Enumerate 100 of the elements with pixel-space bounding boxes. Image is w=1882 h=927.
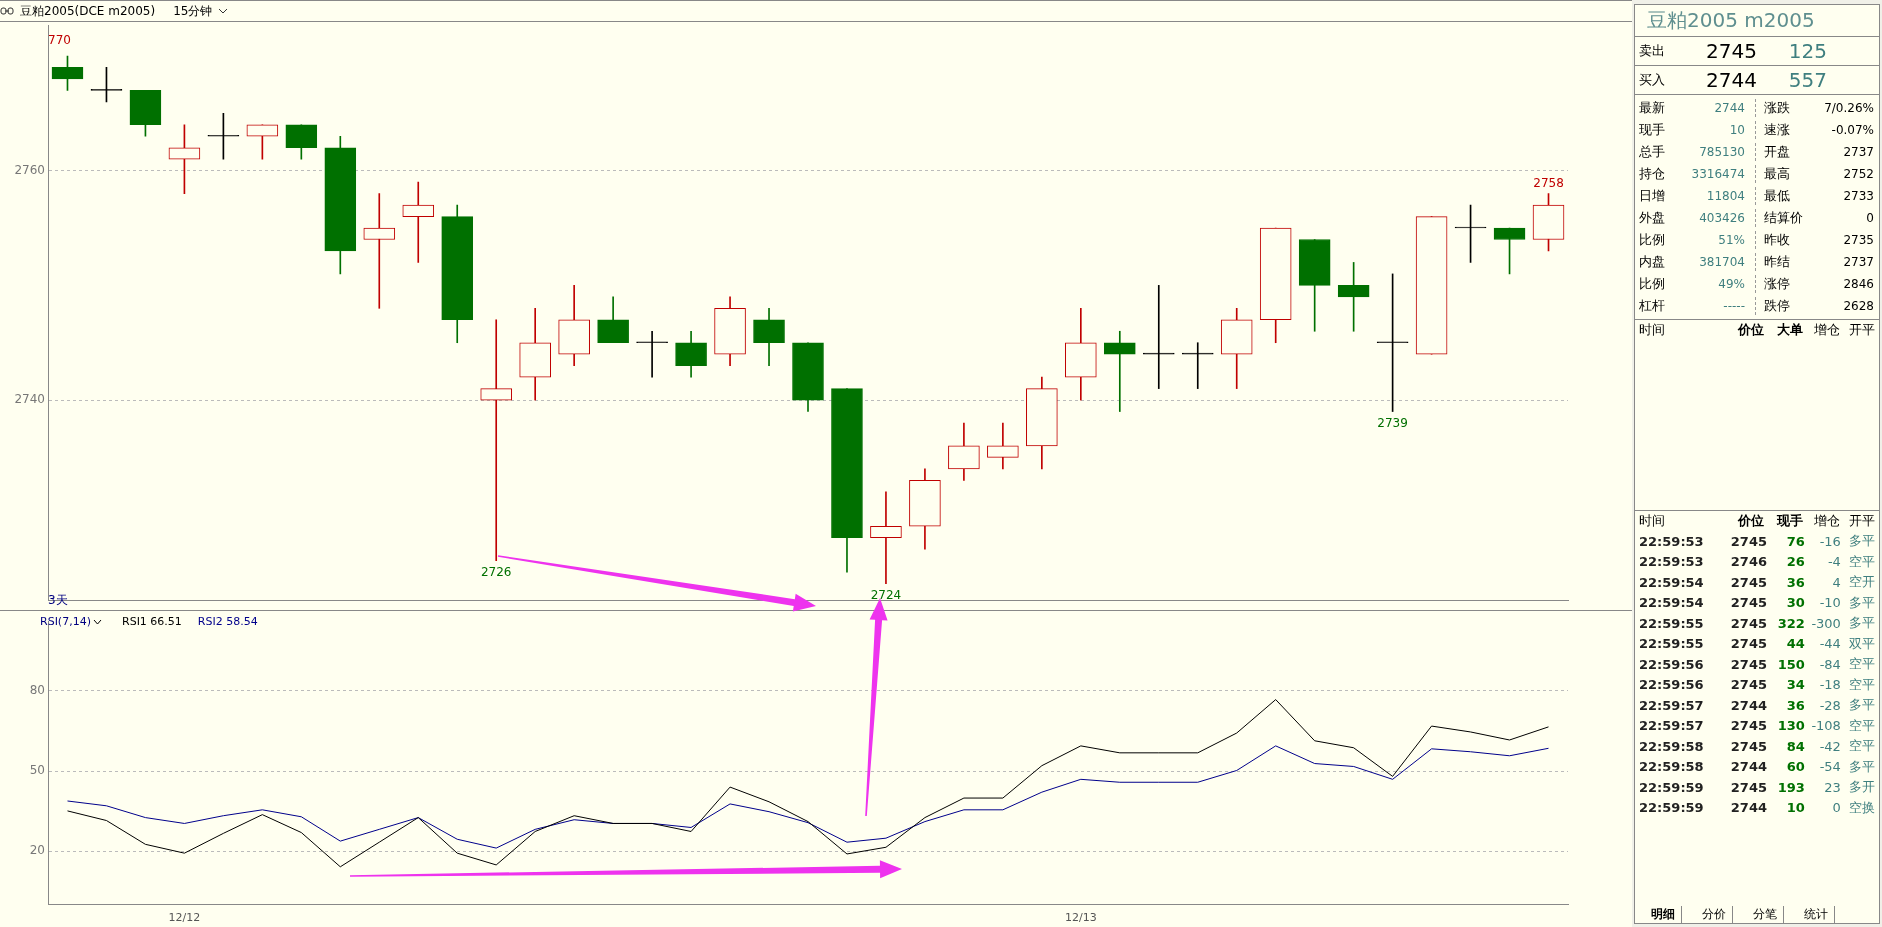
text: 多平 xyxy=(1848,757,1875,776)
text: 时间 xyxy=(1639,321,1666,339)
text: 2733 xyxy=(1842,189,1874,203)
text: 3316474 xyxy=(1690,167,1745,181)
text: 豆粕2005 m2005 xyxy=(1635,5,1879,37)
x-tick-label: 12/13 xyxy=(1064,911,1097,925)
text: 4 xyxy=(1831,574,1841,590)
y-tick-label: 2740 xyxy=(14,392,45,407)
text: 比例 xyxy=(1639,275,1666,293)
candlestick xyxy=(636,330,668,378)
text: 2752 xyxy=(1842,167,1874,181)
text: 价位 xyxy=(1736,512,1764,530)
text: 22:59:59 2745 xyxy=(1639,779,1768,795)
candlestick xyxy=(1181,342,1214,389)
text: 22:59:56 2745 xyxy=(1639,656,1768,672)
y-tick-label: 80 xyxy=(29,682,45,697)
text: 多平 xyxy=(1848,614,1875,633)
chart-title: RSI(7,14) xyxy=(40,615,91,628)
annotation: 2758 xyxy=(1533,175,1564,190)
text: -0.07% xyxy=(1830,123,1874,137)
text: 卖出 xyxy=(1639,42,1666,60)
text: 空平 xyxy=(1848,737,1875,756)
text: 统计 xyxy=(1798,906,1835,923)
text: 涨停 xyxy=(1755,275,1822,293)
text: 时间 xyxy=(1639,512,1666,530)
text: 2628 xyxy=(1842,299,1874,313)
text: 总手 xyxy=(1639,143,1666,161)
text: -54 xyxy=(1818,759,1841,775)
text: 22:59:55 2745 xyxy=(1639,636,1768,652)
text: 买入 xyxy=(1639,71,1666,89)
text: 空换 xyxy=(1848,798,1875,817)
text: 2735 xyxy=(1842,233,1874,247)
text: 开平 xyxy=(1848,512,1876,530)
text: 10 xyxy=(1785,800,1805,816)
text: 2744 xyxy=(1713,101,1745,115)
text: 36 xyxy=(1785,697,1805,713)
text: 60 xyxy=(1785,759,1805,775)
text: 最新 xyxy=(1639,99,1666,117)
y-tick-label: 20 xyxy=(29,843,45,858)
text: 150 xyxy=(1776,656,1805,672)
annotation: 3天 xyxy=(48,592,68,609)
text: 价位 xyxy=(1736,321,1764,339)
text: 22:59:55 2745 xyxy=(1639,615,1768,631)
text: 30 xyxy=(1785,595,1805,611)
chart-subtitle: 15分钟 xyxy=(173,2,213,20)
text: 11804 xyxy=(1705,189,1745,203)
candlestick xyxy=(1142,285,1175,389)
text: 10 xyxy=(1728,123,1745,137)
text: 22:59:53 2746 xyxy=(1639,554,1768,570)
text: 76 xyxy=(1785,533,1805,549)
annotation: 2724 xyxy=(870,587,902,602)
text: 0 xyxy=(1831,800,1841,816)
text: 22:59:57 2745 xyxy=(1639,718,1768,734)
legend-label: RSI1 66.51 xyxy=(122,615,182,628)
text: 193 xyxy=(1776,779,1805,795)
text: 多平 xyxy=(1848,696,1875,715)
text: 增仓 xyxy=(1812,321,1840,339)
text: -28 xyxy=(1818,697,1841,713)
text: 2737 xyxy=(1842,145,1874,159)
text: 日增 xyxy=(1639,187,1666,205)
text: 22:59:58 2744 xyxy=(1639,759,1768,775)
text: 内盘 xyxy=(1639,253,1666,271)
text: 涨跌 xyxy=(1755,99,1822,117)
text: 130 xyxy=(1776,718,1805,734)
text: 26 xyxy=(1785,554,1805,570)
text: 最高 xyxy=(1755,165,1822,183)
text: 空平 xyxy=(1848,716,1875,735)
text: 7/0.26% xyxy=(1823,101,1874,115)
text: 44 xyxy=(1785,636,1805,652)
text: 空平 xyxy=(1848,675,1875,694)
text: 22:59:54 2745 xyxy=(1639,574,1768,590)
text: 403426 xyxy=(1698,211,1745,225)
text: 51% xyxy=(1717,233,1745,247)
candlestick xyxy=(363,193,396,309)
y-tick-label: 50 xyxy=(29,763,45,778)
text: 322 xyxy=(1776,615,1805,631)
text: 34 xyxy=(1785,677,1805,693)
text: 2745 xyxy=(1705,39,1757,63)
text: 多平 xyxy=(1848,532,1875,551)
text: 2744 xyxy=(1705,68,1757,92)
candlestick xyxy=(480,319,513,561)
text: 开平 xyxy=(1848,321,1876,339)
text: 125 xyxy=(1787,39,1827,63)
text: 0 xyxy=(1865,211,1874,225)
text: -16 xyxy=(1818,533,1841,549)
text: -108 xyxy=(1810,718,1841,734)
text: 22:59:53 2745 xyxy=(1639,533,1768,549)
text: 36 xyxy=(1785,574,1805,590)
text: 比例 xyxy=(1639,231,1666,249)
candlestick xyxy=(1103,330,1136,412)
text: 22:59:56 2745 xyxy=(1639,677,1768,693)
text: -300 xyxy=(1810,615,1841,631)
text: 外盘 xyxy=(1639,209,1666,227)
text: 结算价 xyxy=(1755,209,1822,227)
text: -18 xyxy=(1818,677,1841,693)
text: 速涨 xyxy=(1755,121,1822,139)
text: 多平 xyxy=(1848,593,1875,612)
text: 杠杆 xyxy=(1639,297,1666,315)
text: 22:59:59 2744 xyxy=(1639,800,1768,816)
text: RSI2 58.54 xyxy=(197,615,258,628)
